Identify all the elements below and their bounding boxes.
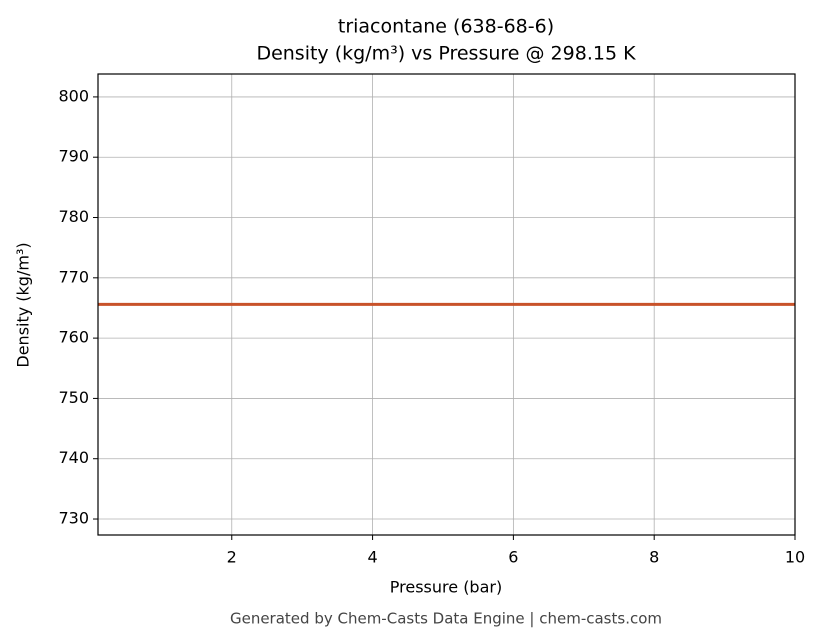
x-tick-label: 8 bbox=[649, 548, 659, 567]
y-tick-label: 730 bbox=[58, 509, 89, 528]
chart-title: triacontane (638-68-6) bbox=[338, 16, 554, 38]
footer: Generated by Chem-Casts Data Engine | ch… bbox=[230, 610, 662, 628]
y-tick-label: 770 bbox=[58, 267, 89, 286]
y-axis-label: Density (kg/m³) bbox=[14, 242, 33, 367]
chart-subtitle: Density (kg/m³) vs Pressure @ 298.15 K bbox=[256, 43, 636, 65]
x-axis-label: Pressure (bar) bbox=[390, 578, 502, 597]
x-tick-label: 10 bbox=[785, 548, 805, 567]
y-tick-label: 760 bbox=[58, 328, 89, 347]
y-tick-label: 750 bbox=[58, 388, 89, 407]
y-tick-label: 740 bbox=[58, 448, 89, 467]
x-tick-label: 2 bbox=[227, 548, 237, 567]
plot-frame bbox=[97, 73, 796, 536]
y-tick-label: 790 bbox=[58, 147, 89, 166]
y-tick-label: 780 bbox=[58, 207, 89, 226]
x-tick-label: 6 bbox=[508, 548, 518, 567]
x-tick-label: 4 bbox=[367, 548, 377, 567]
y-tick-label: 800 bbox=[58, 86, 89, 105]
